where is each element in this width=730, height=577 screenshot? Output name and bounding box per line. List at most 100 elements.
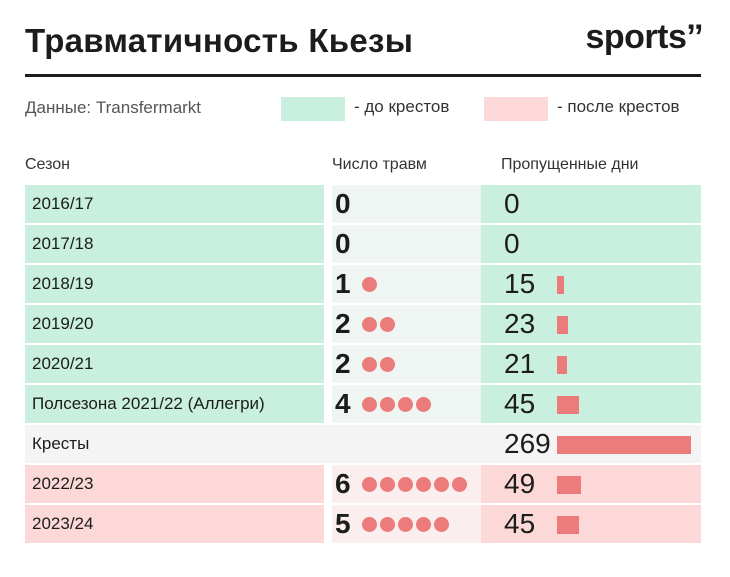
days-bar	[557, 316, 569, 334]
injury-count: 0	[335, 188, 351, 219]
table-row: Полсезона 2021/22 (Аллегри) 4 45	[25, 385, 701, 423]
chart-title: Травматичность Кьезы	[25, 22, 414, 59]
injury-dot	[416, 517, 431, 532]
days-value: 0	[504, 188, 520, 219]
injury-cell: 4	[332, 385, 497, 423]
injury-dot	[380, 317, 395, 332]
legend-before-swatch	[281, 97, 345, 121]
days-bar	[557, 276, 565, 294]
days-value: 23	[504, 308, 536, 339]
season-label: Кресты	[32, 434, 90, 453]
days-cell: 23	[481, 305, 701, 343]
table-row: 2023/24 5 45	[25, 505, 701, 543]
injury-cell: 0	[332, 185, 497, 223]
injury-dot	[362, 517, 377, 532]
table-row: 2022/23 6 49	[25, 465, 701, 503]
sports-logo: sports’’	[585, 18, 703, 56]
days-value: 269	[504, 428, 551, 459]
injury-count: 2	[335, 348, 351, 379]
days-bar	[557, 516, 580, 534]
days-value: 15	[504, 268, 536, 299]
season-cell: 2019/20	[25, 305, 324, 343]
injury-count: 2	[335, 308, 351, 339]
injury-count: 5	[335, 508, 351, 539]
table-row: 2016/17 0 0	[25, 185, 701, 223]
days-bar	[557, 436, 691, 454]
table-row: 2020/21 2 21	[25, 345, 701, 383]
injury-count: 0	[335, 228, 351, 259]
season-label: 2020/21	[32, 354, 94, 373]
injury-dot	[380, 397, 395, 412]
column-header-injuries: Число травм	[332, 156, 427, 173]
injury-dot	[398, 477, 413, 492]
injury-dot	[380, 477, 395, 492]
column-header-days: Пропущенные дни	[501, 156, 639, 173]
injury-dot	[362, 277, 377, 292]
injury-dot	[416, 397, 431, 412]
injury-dot	[362, 397, 377, 412]
days-cell: 49	[481, 465, 701, 503]
injury-cell: 5	[332, 505, 497, 543]
days-bar	[557, 476, 582, 494]
title-divider	[25, 74, 701, 77]
days-cell: 21	[481, 345, 701, 383]
injury-count: 1	[335, 268, 351, 299]
days-bar	[557, 396, 580, 414]
injury-dot	[398, 517, 413, 532]
season-label: 2019/20	[32, 314, 94, 333]
season-cell: 2017/18	[25, 225, 324, 263]
table-row: 2018/19 1 15	[25, 265, 701, 303]
injury-dot	[362, 477, 377, 492]
injury-dot	[362, 317, 377, 332]
season-label: 2022/23	[32, 474, 94, 493]
injury-dot	[380, 517, 395, 532]
days-value: 49	[504, 468, 536, 499]
injury-dot	[416, 477, 431, 492]
season-cell: 2016/17	[25, 185, 324, 223]
legend-after-swatch	[484, 97, 548, 121]
season-cell: 2018/19	[25, 265, 324, 303]
injury-dots	[362, 517, 452, 532]
season-label: 2017/18	[32, 234, 94, 253]
injury-dots	[362, 317, 398, 332]
days-cell: 15	[481, 265, 701, 303]
injury-cell: 2	[332, 305, 497, 343]
days-value: 45	[504, 388, 536, 419]
table-row: Кресты 269	[25, 425, 701, 463]
season-cell: Кресты	[25, 425, 485, 463]
injury-dots	[362, 477, 470, 492]
days-value: 0	[504, 228, 520, 259]
season-label: Полсезона 2021/22 (Аллегри)	[32, 394, 265, 413]
injury-dot	[434, 477, 449, 492]
injury-count: 4	[335, 388, 351, 419]
injury-cell: 2	[332, 345, 497, 383]
days-cell: 45	[481, 505, 701, 543]
days-cell: 269	[481, 425, 701, 463]
injury-count: 6	[335, 468, 351, 499]
season-cell: 2023/24	[25, 505, 324, 543]
season-label: 2023/24	[32, 514, 94, 533]
injury-dots	[362, 357, 398, 372]
injury-cell: 1	[332, 265, 497, 303]
injury-dot	[380, 357, 395, 372]
season-cell: 2022/23	[25, 465, 324, 503]
legend-after-label: - после крестов	[557, 97, 680, 116]
table-row: 2019/20 2 23	[25, 305, 701, 343]
season-label: 2018/19	[32, 274, 94, 293]
column-header-season: Сезон	[25, 156, 70, 173]
season-cell: Полсезона 2021/22 (Аллегри)	[25, 385, 324, 423]
injury-dots	[362, 397, 434, 412]
injury-cell: 6	[332, 465, 497, 503]
days-value: 45	[504, 508, 536, 539]
days-cell: 0	[481, 225, 701, 263]
days-cell: 0	[481, 185, 701, 223]
injury-dot	[452, 477, 467, 492]
days-cell: 45	[481, 385, 701, 423]
season-cell: 2020/21	[25, 345, 324, 383]
injury-dots	[362, 277, 380, 292]
injury-cell: 0	[332, 225, 497, 263]
days-value: 21	[504, 348, 536, 379]
data-source: Данные: Transfermarkt	[25, 98, 202, 117]
season-label: 2016/17	[32, 194, 94, 213]
days-bar	[557, 356, 568, 374]
